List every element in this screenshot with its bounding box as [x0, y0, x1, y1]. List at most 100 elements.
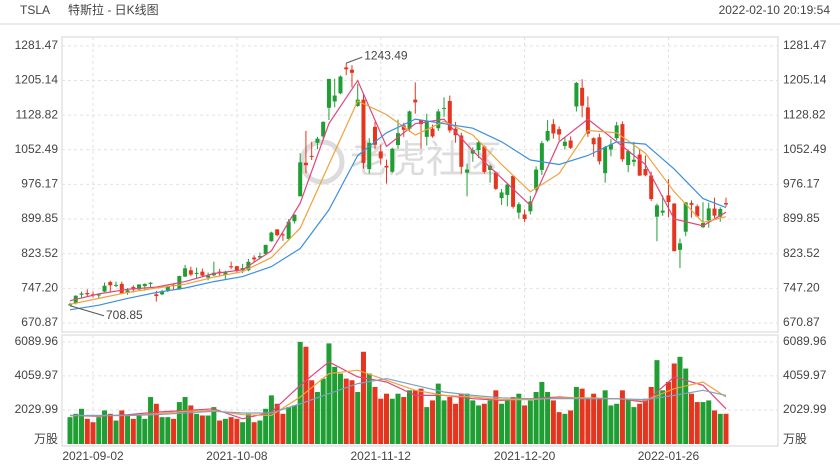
- watermark: 老虎社区: [299, 138, 502, 185]
- volume-bar: [596, 398, 602, 444]
- candle-body: [194, 272, 199, 274]
- volume-bar: [199, 415, 205, 444]
- candle-body: [68, 304, 72, 306]
- volume-bar: [383, 393, 389, 444]
- volume-bar: [654, 360, 660, 444]
- candle-body: [654, 205, 659, 217]
- y-tick-label: 6089.96: [783, 334, 827, 348]
- volume-bar: [412, 390, 418, 444]
- volume-bar: [291, 405, 297, 444]
- candle-body: [137, 284, 142, 290]
- y-tick-label: 2029.99: [783, 402, 827, 416]
- candle-body: [695, 206, 700, 217]
- candle-body: [148, 282, 153, 284]
- volume-bar: [107, 413, 113, 444]
- candle-body: [275, 229, 280, 236]
- volume-bar: [349, 380, 355, 444]
- candle-body: [649, 175, 654, 200]
- volume-bar: [372, 386, 378, 444]
- ma-line: [69, 118, 727, 311]
- candle-body: [223, 272, 228, 275]
- ma-line: [69, 100, 727, 305]
- volume-bar: [355, 392, 361, 444]
- candle-body: [505, 184, 510, 195]
- volume-bar: [343, 378, 349, 444]
- candle-body: [114, 284, 119, 286]
- volume-bar: [182, 397, 188, 444]
- candle-body: [263, 244, 268, 254]
- candle-body: [413, 99, 418, 103]
- y-tick-label: 976.17: [21, 177, 58, 191]
- y-tick-label: 1281.47: [15, 38, 59, 52]
- volume-bar: [171, 418, 177, 444]
- candle-body: [154, 294, 159, 297]
- volume-bar: [228, 417, 234, 444]
- volume-bar: [194, 413, 200, 444]
- y-tick-label: 6089.96: [15, 334, 59, 348]
- volume-bar: [671, 363, 677, 444]
- candle-body: [557, 129, 562, 135]
- candle-body: [476, 142, 481, 151]
- volume-bar: [205, 415, 211, 444]
- y-tick-label: 976.17: [783, 177, 820, 191]
- y-tick-label: 1052.49: [15, 142, 59, 156]
- candle-body: [355, 99, 360, 106]
- volume-bar: [407, 390, 413, 444]
- candle-body: [534, 169, 539, 190]
- volume-bar: [533, 392, 539, 444]
- volume-bar: [274, 403, 280, 444]
- candle-body: [332, 95, 337, 102]
- candle-body: [407, 111, 412, 129]
- candle-body: [643, 169, 648, 176]
- x-tick-label: 2021-09-02: [62, 449, 124, 463]
- volume-bar: [130, 418, 136, 444]
- x-tick-label: 2022-01-26: [638, 449, 700, 463]
- volume-bar: [303, 346, 309, 444]
- volume-bar: [602, 390, 608, 444]
- y-tick-label: 899.85: [21, 211, 58, 225]
- y-tick-label: 670.87: [783, 315, 820, 329]
- volume-bar: [458, 393, 464, 444]
- volume-bar: [614, 403, 620, 444]
- volume-bar: [665, 381, 671, 444]
- candle-body: [79, 293, 84, 295]
- candle-body: [459, 135, 464, 167]
- volume-bar: [211, 407, 217, 444]
- volume-bar: [286, 407, 292, 444]
- candle-body: [724, 203, 728, 205]
- volume-bar: [309, 380, 315, 444]
- volume-bar: [79, 408, 85, 444]
- candle-body: [142, 283, 147, 287]
- candle-body: [309, 155, 314, 157]
- volume-bar: [217, 420, 223, 444]
- volume-bar: [441, 400, 447, 444]
- volume-bar: [619, 390, 625, 444]
- candle-body: [718, 209, 723, 217]
- volume-bar: [464, 393, 470, 444]
- candle-body: [683, 202, 688, 232]
- min-label: 708.85: [106, 308, 143, 322]
- candle-body: [315, 138, 320, 143]
- volume-bar: [401, 397, 407, 444]
- volume-bar: [67, 417, 73, 444]
- symbol: TSLA: [20, 3, 50, 17]
- volume-bar: [700, 402, 706, 444]
- candle-body: [677, 243, 682, 250]
- candle-body: [326, 78, 331, 108]
- y-tick-label: 823.52: [783, 246, 820, 260]
- y-tick-label: 1281.47: [783, 38, 827, 52]
- volume-bar: [648, 386, 654, 444]
- candle-body: [160, 291, 165, 295]
- candle-body: [252, 257, 257, 260]
- candle-body: [367, 142, 372, 170]
- y-tick-label: 4059.97: [783, 368, 827, 382]
- candle-body: [539, 143, 544, 170]
- volume-bar: [660, 390, 666, 444]
- volume-bar: [165, 417, 171, 444]
- volume-bar: [683, 368, 689, 444]
- candle-body: [551, 124, 556, 134]
- candle-body: [200, 271, 205, 276]
- candle-body: [608, 144, 613, 150]
- timestamp: 2022-02-10 20:19:54: [719, 3, 831, 17]
- volume-bar: [711, 410, 717, 444]
